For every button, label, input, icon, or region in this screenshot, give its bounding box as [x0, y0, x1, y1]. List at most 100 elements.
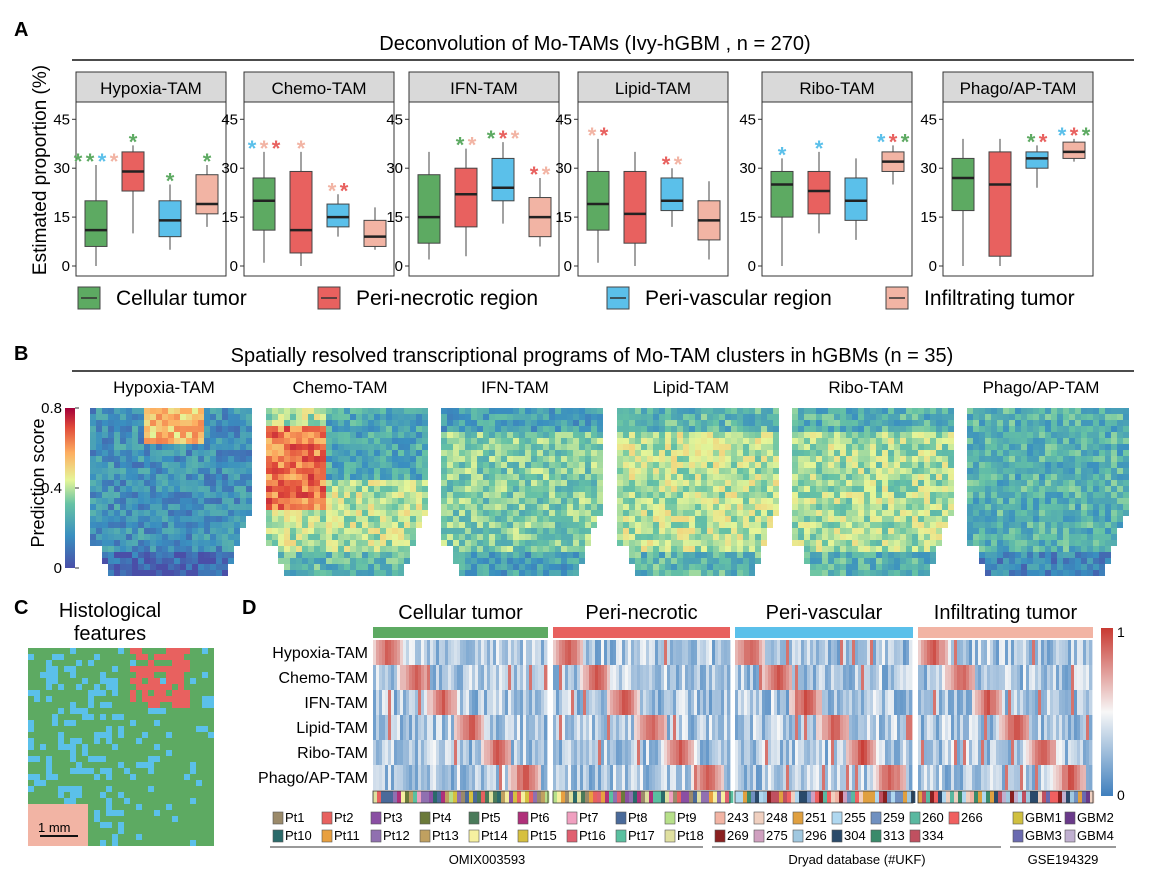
spatial-spot — [743, 528, 749, 534]
spatial-spot — [314, 444, 320, 450]
spatial-spot — [1069, 528, 1075, 534]
spatial-spot — [828, 510, 834, 516]
spatial-spot — [629, 498, 635, 504]
spatial-spot — [320, 498, 326, 504]
spatial-map-0: Hypoxia-TAM — [90, 378, 252, 576]
spatial-spot — [543, 426, 549, 432]
spatial-spot — [713, 468, 719, 474]
spatial-spot — [1099, 462, 1105, 468]
spatial-spot — [114, 510, 120, 516]
spatial-spot — [1105, 414, 1111, 420]
spatial-spot — [278, 498, 284, 504]
spatial-spot — [459, 546, 465, 552]
spatial-spot — [320, 540, 326, 546]
spatial-spot — [761, 468, 767, 474]
spatial-spot — [997, 456, 1003, 462]
spatial-spot — [840, 462, 846, 468]
spatial-spot — [617, 534, 623, 540]
spatial-spot — [477, 564, 483, 570]
spatial-spot — [186, 444, 192, 450]
spatial-spot — [416, 480, 422, 486]
spatial-spot — [477, 546, 483, 552]
spatial-spot — [356, 486, 362, 492]
spatial-spot — [749, 420, 755, 426]
histology-spot — [100, 672, 106, 678]
spatial-spot — [222, 552, 228, 558]
spatial-spot — [1027, 468, 1033, 474]
spatial-spot — [507, 528, 513, 534]
spatial-spot — [1039, 408, 1045, 414]
spatial-spot — [332, 456, 338, 462]
spatial-spot — [1081, 534, 1087, 540]
significance-star: * — [487, 126, 496, 151]
spatial-spot — [1021, 480, 1027, 486]
spatial-spot — [864, 510, 870, 516]
spatial-spot — [979, 462, 985, 468]
spatial-spot — [90, 450, 96, 456]
spatial-spot — [979, 522, 985, 528]
histology-spot — [124, 660, 130, 666]
spatial-spot — [350, 564, 356, 570]
y-tick-label: 45 — [739, 111, 756, 128]
spatial-spot — [320, 510, 326, 516]
spatial-spot — [942, 444, 948, 450]
spatial-spot — [973, 516, 979, 522]
spatial-spot — [459, 480, 465, 486]
histology-spot — [208, 684, 214, 690]
spatial-spot — [192, 420, 198, 426]
spatial-spot — [198, 492, 204, 498]
spatial-spot — [1009, 558, 1015, 564]
spatial-spot — [755, 468, 761, 474]
spatial-spot — [234, 414, 240, 420]
spatial-spot — [701, 408, 707, 414]
spatial-spot — [368, 528, 374, 534]
spatial-spot — [1105, 504, 1111, 510]
spatial-spot — [350, 510, 356, 516]
spatial-spot — [749, 468, 755, 474]
spatial-spot — [1123, 420, 1129, 426]
spatial-spot — [665, 528, 671, 534]
spatial-spot — [749, 510, 755, 516]
spatial-spot — [689, 450, 695, 456]
spatial-spot — [344, 468, 350, 474]
spatial-spot — [701, 522, 707, 528]
histology-spot — [124, 702, 130, 708]
spatial-spot — [828, 564, 834, 570]
spatial-spot — [380, 516, 386, 522]
spatial-spot — [198, 486, 204, 492]
spatial-spot — [641, 528, 647, 534]
spatial-spot — [180, 528, 186, 534]
spatial-spot — [653, 546, 659, 552]
spatial-spot — [422, 456, 428, 462]
spatial-spot — [792, 414, 798, 420]
spatial-spot — [864, 522, 870, 528]
spatial-spot — [489, 414, 495, 420]
spatial-spot — [822, 420, 828, 426]
spatial-spot — [204, 552, 210, 558]
spatial-spot — [617, 432, 623, 438]
spatial-spot — [689, 552, 695, 558]
spatial-spot — [374, 558, 380, 564]
spatial-spot — [278, 468, 284, 474]
spatial-spot — [314, 492, 320, 498]
spatial-spot — [501, 432, 507, 438]
spatial-spot — [350, 456, 356, 462]
spatial-spot — [894, 438, 900, 444]
spatial-spot — [1075, 492, 1081, 498]
spatial-spot — [876, 498, 882, 504]
spatial-spot — [1105, 528, 1111, 534]
spatial-spot — [737, 414, 743, 420]
spatial-spot — [689, 510, 695, 516]
spatial-spot — [90, 444, 96, 450]
spatial-spot — [1015, 510, 1021, 516]
spatial-spot — [767, 408, 773, 414]
spatial-spot — [1015, 528, 1021, 534]
histology-spot — [166, 708, 172, 714]
histology-spot — [148, 690, 154, 696]
spatial-spot — [1105, 492, 1111, 498]
spatial-spot — [174, 492, 180, 498]
spatial-spot — [1045, 528, 1051, 534]
spatial-spot — [629, 492, 635, 498]
spatial-spot — [1045, 480, 1051, 486]
spatial-spot — [525, 432, 531, 438]
